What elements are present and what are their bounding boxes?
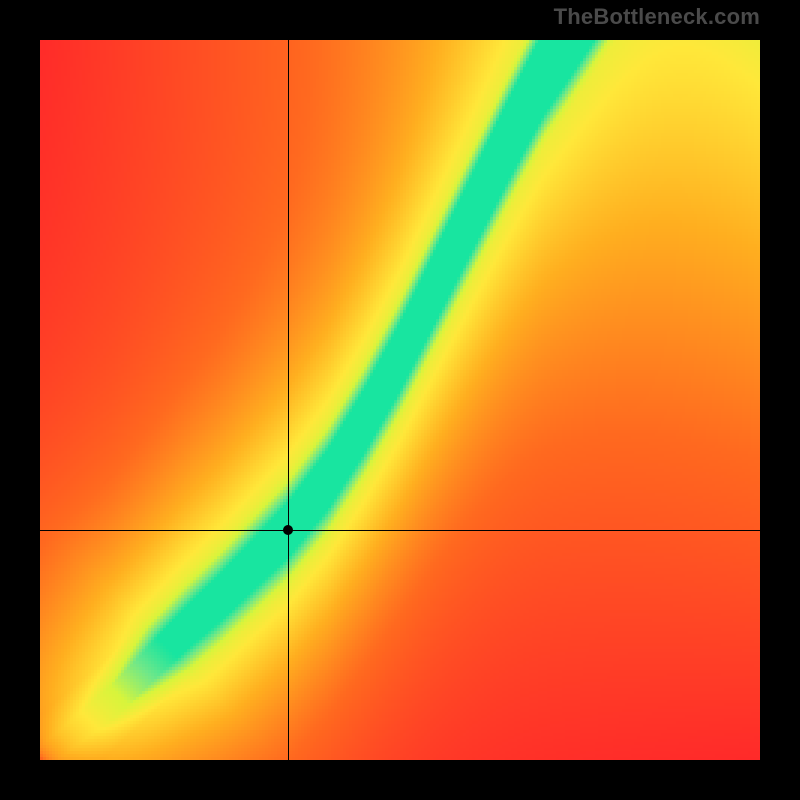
crosshair-horizontal	[40, 530, 760, 531]
heatmap-plot	[40, 40, 760, 760]
heatmap-canvas	[40, 40, 760, 760]
crosshair-marker	[283, 525, 293, 535]
watermark-text: TheBottleneck.com	[554, 4, 760, 30]
crosshair-vertical	[288, 40, 289, 760]
